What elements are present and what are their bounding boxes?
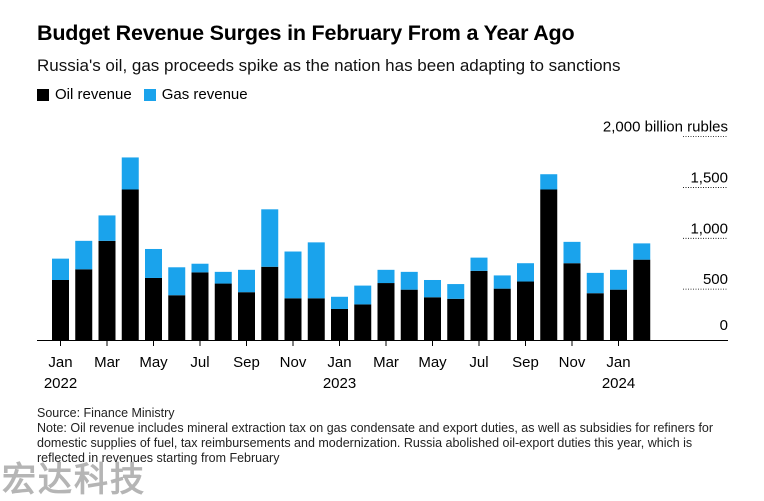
bar-oil <box>377 283 395 340</box>
chart-subtitle: Russia's oil, gas proceeds spike as the … <box>37 56 621 75</box>
bar-oil <box>75 269 93 340</box>
legend-swatch-oil <box>37 88 49 101</box>
bar-oil <box>586 293 604 340</box>
x-tick-label: Nov <box>280 354 307 371</box>
bar-oil <box>493 288 511 340</box>
x-tick-label: May <box>139 354 168 371</box>
x-tick-label: Mar <box>373 354 399 371</box>
y-tick-label: 1,000 <box>690 220 728 237</box>
bar-gas <box>145 248 162 278</box>
x-tick-label: Jul <box>190 354 209 371</box>
bar-oil <box>284 298 302 340</box>
bar-gas <box>447 284 465 299</box>
x-tick-label: Jul <box>469 354 488 371</box>
legend-swatch-gas <box>143 88 156 101</box>
bar-gas <box>377 269 395 284</box>
y-tick-label: 0 <box>720 317 728 334</box>
bar-oil <box>400 289 418 340</box>
bar-oil <box>52 279 69 340</box>
bar-gas <box>168 267 186 296</box>
bar-gas <box>238 269 255 293</box>
bar-oil <box>517 281 534 340</box>
bar-oil <box>121 189 139 340</box>
bar-gas <box>307 242 325 299</box>
bar-oil <box>447 298 465 340</box>
bar-gas <box>191 263 209 273</box>
bar-gas <box>214 271 232 284</box>
bar-oil <box>261 266 279 340</box>
bar-gas <box>493 275 511 289</box>
bar-oil <box>633 259 651 340</box>
bar-gas <box>354 285 372 305</box>
bar-gas <box>284 251 302 299</box>
x-tick-label: Sep <box>233 354 260 371</box>
x-year-label: 2022 <box>44 375 77 392</box>
bar-oil <box>331 308 348 340</box>
bar-gas <box>331 296 348 309</box>
x-tick-label: May <box>418 354 447 371</box>
bar-gas <box>424 279 441 298</box>
x-tick-label: Sep <box>512 354 539 371</box>
bar-gas <box>98 215 116 241</box>
x-axis-ticks: Jan 2022 Mar May Jul Sep Nov Jan 2023 Mar May Jul Se… <box>44 340 635 392</box>
bars <box>52 157 651 340</box>
x-tick-label: Jan <box>606 354 630 371</box>
bar-gas <box>517 263 534 282</box>
gridlines <box>37 136 728 341</box>
x-year-label: 2023 <box>323 375 356 392</box>
y-tick-label: 1,500 <box>690 169 728 186</box>
bar-gas <box>470 257 488 271</box>
bar-gas <box>75 240 93 270</box>
legend-label-oil: Oil revenue <box>55 86 132 103</box>
y-axis-ticks: 0 500 1,000 1,500 2,000 billion rubles <box>603 119 728 334</box>
legend-label-gas: Gas revenue <box>161 86 248 103</box>
legend-item-gas: Gas revenue <box>143 86 248 103</box>
bar-oil <box>563 263 581 340</box>
bar-gas <box>586 272 604 294</box>
source-note: Source: Finance Ministry <box>37 406 175 420</box>
bar-gas <box>563 241 581 264</box>
bar-gas <box>540 174 558 190</box>
bar-gas <box>400 271 418 290</box>
x-year-label: 2024 <box>602 375 635 392</box>
x-tick-label: Nov <box>559 354 586 371</box>
watermark: 宏达科技 <box>2 460 146 500</box>
chart-title: Budget Revenue Surges in February From a… <box>37 21 575 45</box>
x-tick-label: Jan <box>327 354 351 371</box>
bar-oil <box>540 189 558 340</box>
bar-gas <box>52 258 69 280</box>
bar-gas <box>610 269 627 290</box>
bar-oil <box>354 304 372 340</box>
bar-gas <box>633 243 651 260</box>
bar-oil <box>610 289 627 340</box>
x-tick-label: Jan <box>48 354 72 371</box>
legend-item-oil: Oil revenue <box>37 86 132 103</box>
y-tick-label: 500 <box>703 271 728 288</box>
x-tick-label: Mar <box>94 354 120 371</box>
bar-oil <box>168 295 186 340</box>
bar-oil <box>214 283 232 340</box>
bar-oil <box>98 240 116 340</box>
bar-oil <box>424 297 441 340</box>
bar-gas <box>121 157 139 190</box>
bar-oil <box>145 277 162 340</box>
bar-oil <box>307 298 325 340</box>
bar-oil <box>191 272 209 340</box>
bar-gas <box>261 209 279 267</box>
bar-oil <box>470 270 488 340</box>
footer: Source: Finance Ministry Note: Oil reven… <box>37 406 727 466</box>
bar-oil <box>238 292 255 340</box>
stacked-bar-chart: 0 500 1,000 1,500 2,000 billion rubles Jan 20… <box>37 119 728 392</box>
legend: Oil revenue Gas revenue <box>37 86 248 103</box>
footnote: Note: Oil revenue includes mineral extra… <box>37 421 714 465</box>
y-tick-label: 2,000 billion rubles <box>603 119 728 136</box>
